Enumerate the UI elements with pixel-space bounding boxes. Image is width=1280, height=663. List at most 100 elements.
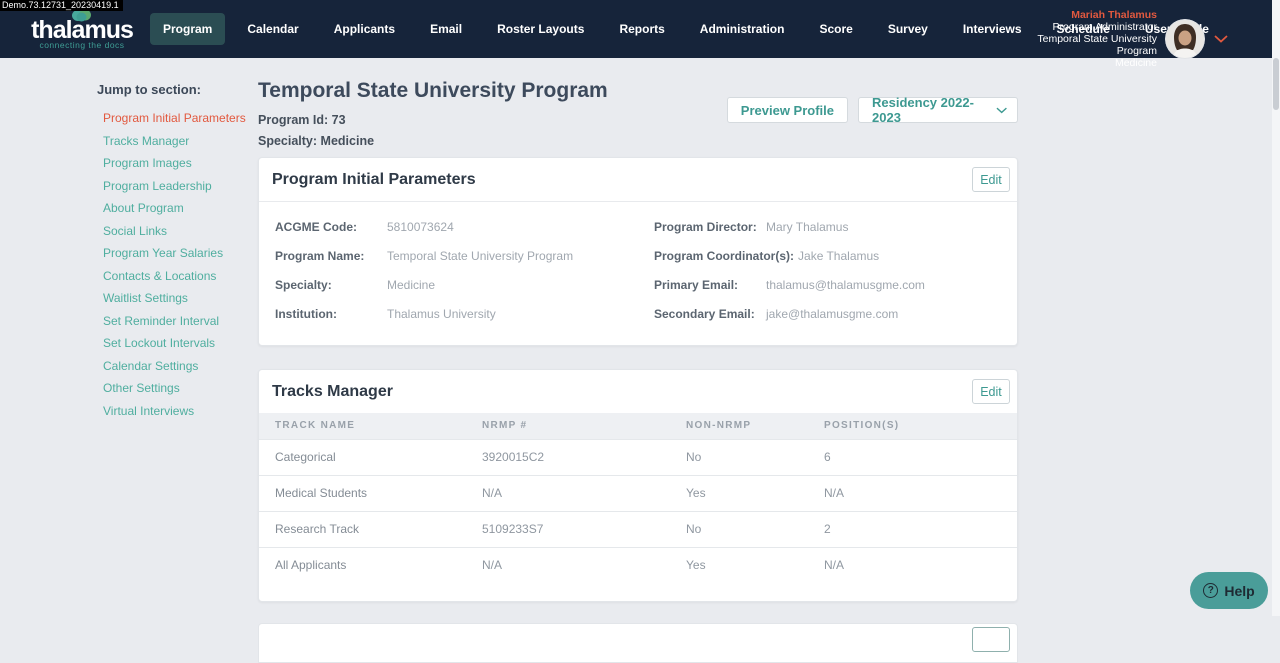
program-id-line: Program Id: 73 [258, 113, 1018, 128]
field-value: jake@thalamusgme.com [766, 306, 899, 321]
table-row: Research Track 5109233S7 No 2 [259, 510, 1017, 547]
sidebar-item-program-initial-parameters[interactable]: Program Initial Parameters [103, 111, 246, 125]
cell-non-nrmp: Yes [670, 546, 808, 583]
sidebar-item-waitlist-settings[interactable]: Waitlist Settings [103, 291, 188, 305]
sidebar-item-program-year-salaries[interactable]: Program Year Salaries [103, 246, 224, 260]
cell-nrmp: 5109233S7 [466, 510, 670, 547]
top-navigation-bar: thalamus connecting the docs Program Cal… [0, 0, 1272, 69]
sidebar-item-contacts-locations[interactable]: Contacts & Locations [103, 268, 217, 283]
field-value: Thalamus University [387, 306, 496, 321]
nav-item-survey[interactable]: Survey [887, 22, 928, 36]
main-nav: Program Calendar Applicants Email Roster… [150, 13, 1231, 45]
cell-nrmp: N/A [466, 546, 670, 583]
params-right-column: Program Director: Mary Thalamus Program … [638, 212, 1017, 328]
nav-item-applicants[interactable]: Applicants [333, 22, 396, 36]
column-header-track-name: TRACK NAME [259, 413, 466, 439]
edit-button[interactable] [972, 627, 1010, 652]
cell-non-nrmp: Yes [670, 474, 808, 511]
cell-track-name: All Applicants [259, 546, 466, 583]
cell-nrmp: N/A [466, 474, 670, 511]
field-label: Program Name: [275, 248, 365, 263]
field-value: thalamus@thalamusgme.com [766, 277, 925, 292]
field-program-director: Program Director: Mary Thalamus [638, 212, 1017, 241]
sidebar-item-program-leadership[interactable]: Program Leadership [103, 178, 212, 193]
demo-environment-label: Demo.73.12731_20230419.1 [0, 0, 123, 11]
avatar[interactable] [1165, 19, 1205, 59]
sidebar-item-calendar-settings[interactable]: Calendar Settings [103, 358, 199, 373]
field-label: Institution: [275, 306, 337, 321]
cell-nrmp: 3920015C2 [466, 438, 670, 475]
sidebar-item-other-settings[interactable]: Other Settings [103, 381, 180, 395]
sidebar-item-set-reminder-interval[interactable]: Set Reminder Interval [103, 313, 220, 328]
scrollbar-track[interactable] [1272, 0, 1280, 616]
cell-positions: 2 [808, 510, 1017, 547]
tracks-card-header: Tracks Manager Edit [259, 370, 1017, 413]
user-specialty: Medicine [1114, 57, 1157, 69]
params-card-title: Program Initial Parameters [272, 170, 476, 188]
main-content: Temporal State University Program Progra… [258, 78, 1018, 663]
params-left-column: ACGME Code: 5810073624 Program Name: Tem… [259, 212, 638, 328]
page-title: Temporal State University Program [258, 79, 608, 102]
field-value: Medicine [387, 277, 436, 292]
cell-track-name: Categorical [259, 438, 466, 475]
user-info-text: Mariah Thalamus Program Administrator Te… [1027, 9, 1157, 69]
field-secondary-email: Secondary Email: jake@thalamusgme.com [638, 299, 1017, 328]
table-row: All Applicants N/A Yes N/A [259, 546, 1017, 583]
season-selector-dropdown[interactable]: Residency 2022-2023 [858, 95, 1018, 125]
program-id-value: 73 [331, 113, 346, 127]
cell-positions: 6 [808, 438, 1017, 475]
sidebar-item-program-images[interactable]: Program Images [103, 156, 192, 170]
specialty-line: Specialty: Medicine [258, 134, 1018, 149]
page-header: Temporal State University Program Progra… [258, 78, 1018, 149]
field-value: 5810073624 [387, 219, 454, 234]
sidebar-item-virtual-interviews[interactable]: Virtual Interviews [103, 403, 195, 418]
nav-item-email[interactable]: Email [430, 22, 463, 36]
program-id-label: Program Id: [258, 113, 329, 127]
sidebar-item-tracks-manager[interactable]: Tracks Manager [103, 133, 190, 148]
nav-item-program[interactable]: Program [150, 13, 226, 45]
specialty-label: Specialty: [258, 134, 318, 148]
jump-to-section-sidebar: Jump to section: Program Initial Paramet… [97, 82, 252, 427]
sidebar-item-about-program[interactable]: About Program [103, 201, 184, 215]
cell-track-name: Research Track [259, 510, 466, 547]
table-row: Categorical 3920015C2 No 6 [259, 438, 1017, 475]
sidebar-item-set-lockout-intervals[interactable]: Set Lockout Intervals [103, 336, 216, 350]
thalamus-logo[interactable]: thalamus connecting the docs [26, 9, 138, 50]
nav-item-reports[interactable]: Reports [619, 22, 665, 36]
cell-non-nrmp: No [670, 438, 808, 475]
nav-item-interviews[interactable]: Interviews [962, 22, 1022, 36]
next-section-card-partial [258, 623, 1018, 663]
logo-text: thalamus [31, 15, 134, 44]
field-program-name: Program Name: Temporal State University … [259, 241, 638, 270]
params-card-header: Program Initial Parameters Edit [259, 158, 1017, 202]
nav-item-score[interactable]: Score [819, 22, 853, 36]
field-acgme-code: ACGME Code: 5810073624 [259, 212, 638, 241]
question-mark-icon: ? [1203, 583, 1219, 598]
user-profile-block[interactable]: Mariah Thalamus Program Administrator Te… [1027, 9, 1228, 69]
card-spacer [259, 583, 1017, 601]
nav-item-administration[interactable]: Administration [699, 22, 785, 36]
preview-profile-button[interactable]: Preview Profile [726, 97, 848, 123]
nav-item-roster-layouts[interactable]: Roster Layouts [497, 22, 585, 36]
sidebar-item-social-links[interactable]: Social Links [103, 223, 168, 238]
tracks-table-header-row: TRACK NAME NRMP # NON-NRMP POSITION(S) [259, 413, 1017, 439]
help-label: Help [1224, 582, 1255, 599]
brain-icon [72, 9, 91, 21]
user-menu-chevron-down-icon[interactable] [1214, 35, 1228, 43]
nav-item-schedule[interactable]: Schedule [1056, 22, 1110, 36]
help-button[interactable]: ? Help [1190, 572, 1268, 609]
field-label: Program Coordinator(s): [654, 248, 795, 263]
field-label: ACGME Code: [275, 219, 357, 234]
scrollbar-thumb[interactable] [1273, 58, 1279, 110]
program-initial-parameters-card: Program Initial Parameters Edit ACGME Co… [258, 157, 1018, 346]
cell-positions: N/A [808, 474, 1017, 511]
field-program-coordinators: Program Coordinator(s): Jake Thalamus [638, 241, 1017, 270]
field-label: Secondary Email: [654, 306, 755, 321]
edit-button[interactable]: Edit [972, 167, 1010, 192]
edit-button[interactable]: Edit [972, 379, 1010, 404]
nav-item-calendar[interactable]: Calendar [247, 22, 299, 36]
user-organization: Temporal State University Program [1037, 33, 1157, 57]
params-fields: ACGME Code: 5810073624 Program Name: Tem… [259, 202, 1017, 345]
column-header-positions: POSITION(S) [808, 413, 1017, 439]
sidebar-heading: Jump to section: [97, 82, 202, 97]
